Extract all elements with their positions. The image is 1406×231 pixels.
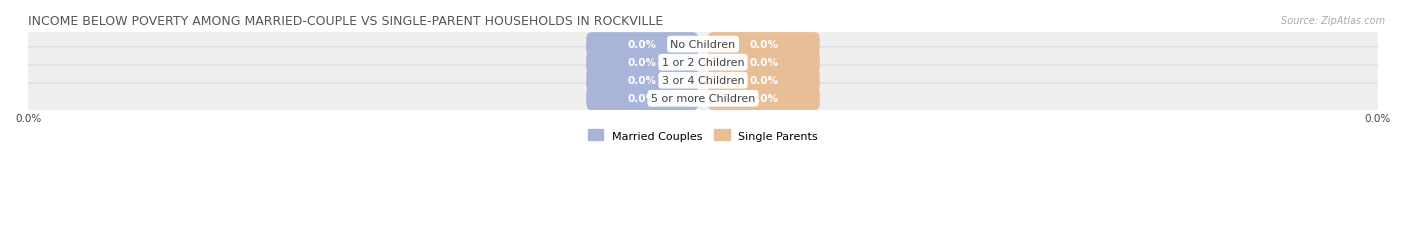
- Text: 5 or more Children: 5 or more Children: [651, 94, 755, 104]
- Text: No Children: No Children: [671, 40, 735, 50]
- FancyBboxPatch shape: [707, 51, 820, 75]
- FancyBboxPatch shape: [707, 69, 820, 93]
- FancyBboxPatch shape: [707, 87, 820, 111]
- Text: 0.0%: 0.0%: [627, 58, 657, 68]
- FancyBboxPatch shape: [586, 51, 699, 75]
- FancyBboxPatch shape: [24, 66, 1382, 96]
- Text: 1 or 2 Children: 1 or 2 Children: [662, 58, 744, 68]
- Text: 3 or 4 Children: 3 or 4 Children: [662, 76, 744, 86]
- Text: 0.0%: 0.0%: [627, 94, 657, 104]
- Text: 0.0%: 0.0%: [627, 40, 657, 50]
- Text: 0.0%: 0.0%: [749, 58, 779, 68]
- Legend: Married Couples, Single Parents: Married Couples, Single Parents: [583, 125, 823, 145]
- FancyBboxPatch shape: [24, 84, 1382, 114]
- Text: 0.0%: 0.0%: [749, 94, 779, 104]
- FancyBboxPatch shape: [24, 48, 1382, 78]
- FancyBboxPatch shape: [24, 30, 1382, 60]
- Text: 0.0%: 0.0%: [749, 40, 779, 50]
- FancyBboxPatch shape: [586, 33, 699, 57]
- Text: 0.0%: 0.0%: [749, 76, 779, 86]
- FancyBboxPatch shape: [586, 69, 699, 93]
- FancyBboxPatch shape: [707, 33, 820, 57]
- Text: Source: ZipAtlas.com: Source: ZipAtlas.com: [1281, 16, 1385, 26]
- FancyBboxPatch shape: [586, 87, 699, 111]
- Text: INCOME BELOW POVERTY AMONG MARRIED-COUPLE VS SINGLE-PARENT HOUSEHOLDS IN ROCKVIL: INCOME BELOW POVERTY AMONG MARRIED-COUPL…: [28, 15, 664, 28]
- Text: 0.0%: 0.0%: [627, 76, 657, 86]
